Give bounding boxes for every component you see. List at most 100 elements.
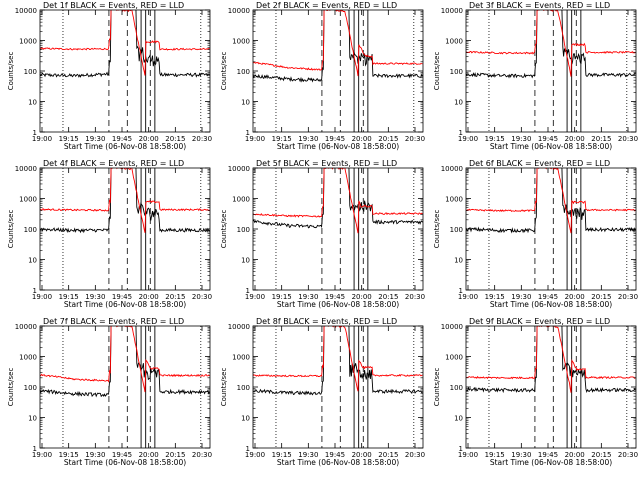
- lld-series-line: [466, 7, 636, 77]
- x-tick-label: 19:00: [32, 451, 52, 459]
- x-tick-label: 19:00: [245, 451, 265, 459]
- x-tick-label: 20:00: [352, 135, 372, 143]
- y-tick-label: 10: [241, 257, 250, 265]
- top-mask: [251, 0, 425, 10]
- panel-title: Det 8f BLACK = Events, RED = LLD: [256, 317, 397, 326]
- panel-1: Det 1f BLACK = Events, RED = LLD 1 10 100 10…: [7, 0, 212, 151]
- y-tick-label: 10: [454, 415, 463, 423]
- top-mask: [251, 314, 425, 326]
- y-tick-label: 1: [33, 129, 37, 137]
- panel-title: Det 3f BLACK = Events, RED = LLD: [469, 1, 610, 10]
- panel-title: Det 1f BLACK = Events, RED = LLD: [43, 1, 184, 10]
- x-tick-label: 20:30: [192, 293, 212, 301]
- y-tick-label: 10000: [441, 7, 463, 15]
- x-tick-label: 20:00: [565, 293, 585, 301]
- top-mask: [464, 314, 638, 326]
- lld-series-line: [252, 324, 423, 392]
- y-tick-label: 100: [450, 226, 463, 234]
- x-axis-label: Start Time (06-Nov-08 18:58:00): [490, 142, 612, 151]
- x-tick-label: 20:00: [352, 451, 372, 459]
- plot-frame: [252, 167, 424, 291]
- plot-frame: [465, 9, 637, 133]
- x-tick-label: 20:30: [405, 135, 425, 143]
- x-tick-label: 19:45: [325, 293, 345, 301]
- x-tick-label: 19:15: [272, 293, 292, 301]
- x-tick-label: 19:00: [458, 135, 478, 143]
- x-axis-label: Start Time (06-Nov-08 18:58:00): [490, 458, 612, 467]
- x-axis-label: Start Time (06-Nov-08 18:58:00): [277, 300, 399, 309]
- events-series-line: [252, 6, 423, 83]
- y-tick-label: 10000: [441, 323, 463, 331]
- x-tick-label: 19:45: [538, 451, 558, 459]
- panel-6: Det 6f BLACK = Events, RED = LLD 1 10 100 10…: [433, 156, 638, 309]
- y-tick-label: 1: [459, 129, 463, 137]
- x-tick-label: 20:30: [405, 451, 425, 459]
- y-tick-label: 100: [24, 226, 37, 234]
- x-tick-label: 19:00: [458, 293, 478, 301]
- x-axis-label: Start Time (06-Nov-08 18:58:00): [64, 300, 186, 309]
- y-tick-label: 1000: [19, 38, 37, 46]
- plot-frame: [39, 325, 211, 449]
- events-series-line: [252, 165, 423, 229]
- x-axis-label: Start Time (06-Nov-08 18:58:00): [277, 142, 399, 151]
- y-axis-label: Counts/sec: [220, 210, 228, 249]
- x-tick-label: 20:15: [165, 451, 185, 459]
- x-tick-label: 19:45: [325, 135, 345, 143]
- x-tick-label: 19:45: [538, 293, 558, 301]
- x-tick-label: 20:15: [165, 135, 185, 143]
- x-tick-label: 20:15: [165, 293, 185, 301]
- x-axis-label: Start Time (06-Nov-08 18:58:00): [490, 300, 612, 309]
- panel-4: Det 4f BLACK = Events, RED = LLD 1 10 100 10…: [7, 156, 212, 309]
- panel-3: Det 3f BLACK = Events, RED = LLD 1 10 100 10…: [433, 0, 638, 151]
- x-tick-label: 20:30: [618, 135, 638, 143]
- panel-title: Det 5f BLACK = Events, RED = LLD: [256, 159, 397, 168]
- y-tick-label: 1: [246, 445, 250, 453]
- x-tick-label: 19:30: [85, 451, 105, 459]
- y-tick-label: 1000: [232, 38, 250, 46]
- y-tick-label: 10000: [228, 165, 250, 173]
- x-tick-label: 20:15: [378, 293, 398, 301]
- x-tick-label: 20:15: [591, 293, 611, 301]
- y-axis-label: Counts/sec: [433, 368, 441, 407]
- y-tick-label: 10: [28, 415, 37, 423]
- y-tick-label: 1: [33, 445, 37, 453]
- y-tick-label: 1: [246, 287, 250, 295]
- y-tick-label: 10000: [15, 7, 37, 15]
- y-axis-label: Counts/sec: [7, 210, 15, 249]
- panel-title: Det 6f BLACK = Events, RED = LLD: [469, 159, 610, 168]
- y-tick-label: 10000: [15, 165, 37, 173]
- events-series-line: [39, 165, 210, 234]
- panel-title: Det 9f BLACK = Events, RED = LLD: [469, 317, 610, 326]
- x-tick-label: 19:30: [511, 451, 531, 459]
- x-tick-label: 19:15: [485, 135, 505, 143]
- panel-9: Det 9f BLACK = Events, RED = LLD 1 10 100 10…: [433, 314, 638, 467]
- events-series-line: [465, 322, 636, 394]
- x-tick-label: 19:15: [272, 451, 292, 459]
- x-tick-label: 20:30: [618, 451, 638, 459]
- y-tick-label: 100: [237, 226, 250, 234]
- y-tick-label: 1000: [445, 354, 463, 362]
- y-tick-label: 1000: [19, 354, 37, 362]
- lld-series-line: [39, 7, 210, 76]
- x-tick-label: 20:00: [352, 293, 372, 301]
- plot-frame: [465, 325, 637, 449]
- x-tick-label: 20:00: [565, 451, 585, 459]
- top-mask: [38, 156, 212, 168]
- x-tick-label: 19:30: [298, 451, 318, 459]
- y-tick-label: 10: [454, 99, 463, 107]
- panel-8: Det 8f BLACK = Events, RED = LLD 1 10 100 10…: [220, 314, 425, 467]
- y-tick-label: 10000: [228, 323, 250, 331]
- plot-frame: [465, 167, 637, 291]
- x-tick-label: 19:15: [59, 135, 79, 143]
- x-tick-label: 19:00: [32, 135, 52, 143]
- plot-frame: [252, 9, 424, 133]
- x-tick-label: 20:00: [139, 451, 159, 459]
- y-tick-label: 100: [24, 68, 37, 76]
- events-series-line: [39, 322, 210, 398]
- panel-2: Det 2f BLACK = Events, RED = LLD 1 10 100 10…: [220, 0, 425, 151]
- x-tick-label: 20:15: [591, 451, 611, 459]
- y-tick-label: 1: [459, 287, 463, 295]
- x-tick-label: 19:15: [485, 451, 505, 459]
- top-mask: [251, 156, 425, 168]
